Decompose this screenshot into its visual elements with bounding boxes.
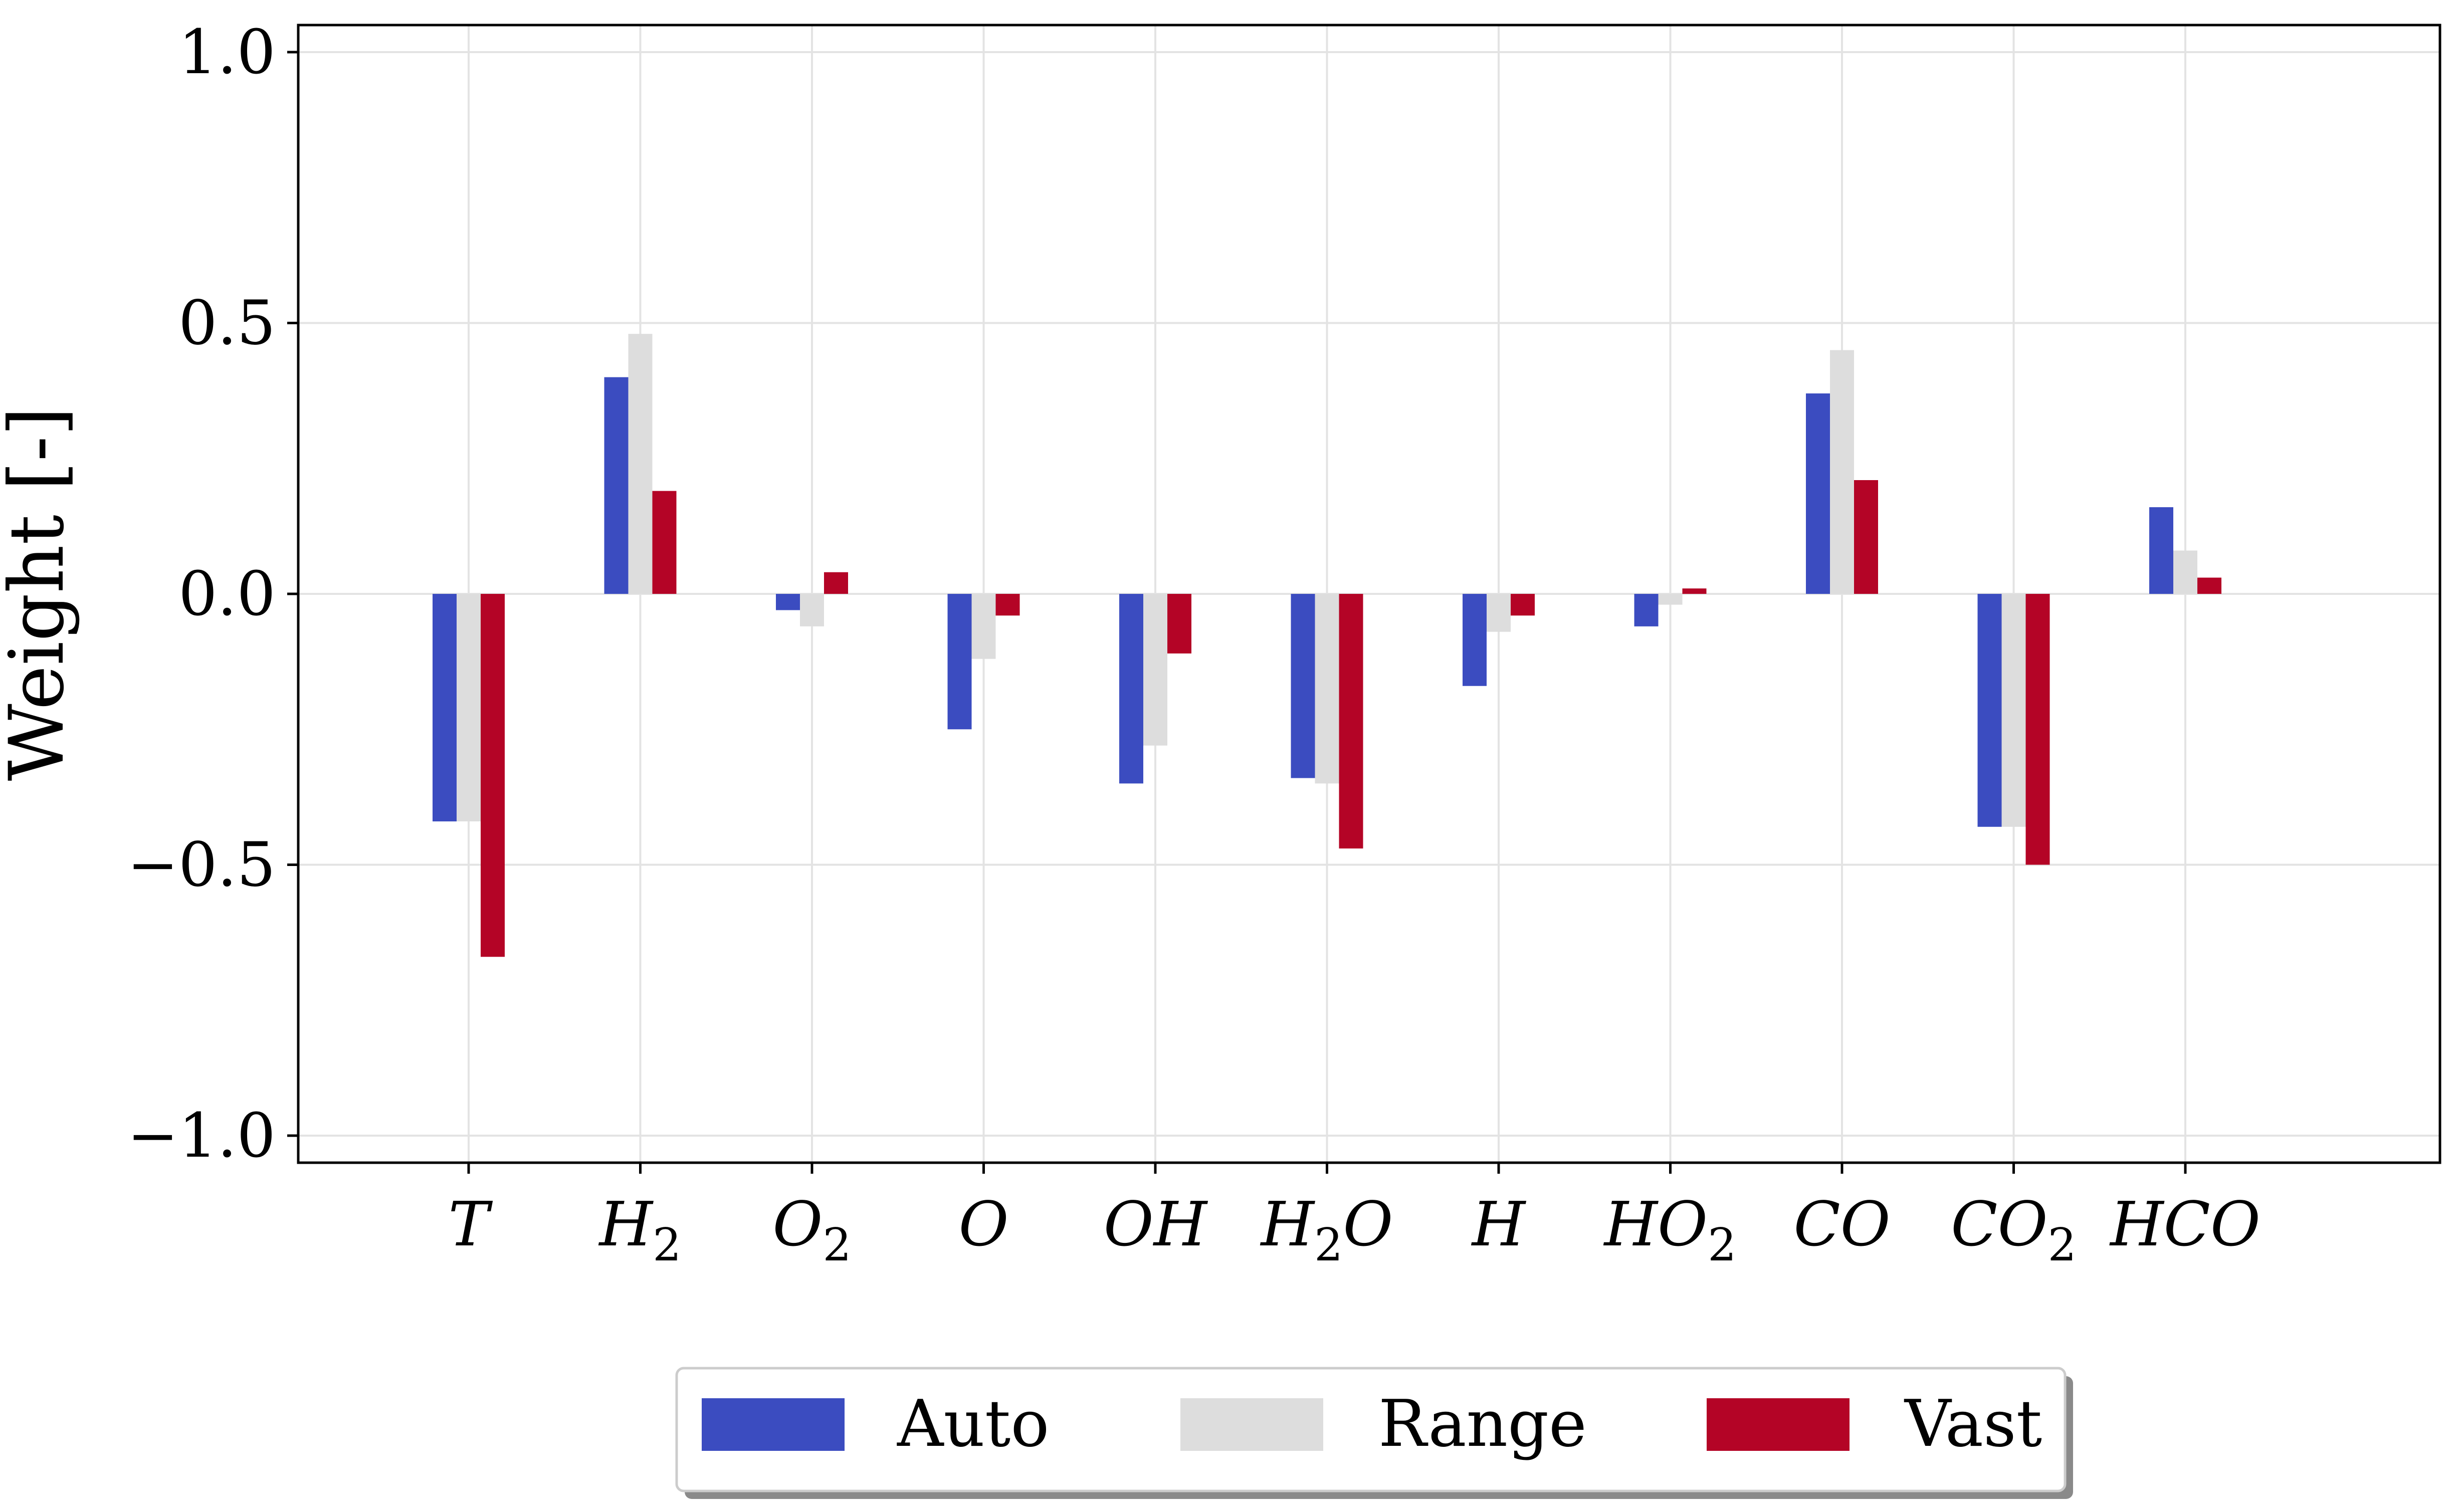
y-tick-label: 1.0 [178, 17, 276, 88]
x-tick-label: H2O [1260, 1189, 1393, 1271]
legend-box [675, 1367, 2067, 1492]
legend-label-range: Range [1378, 1387, 1587, 1461]
bar-auto-3 [947, 594, 972, 730]
x-tick-label: T [448, 1189, 493, 1260]
bar-range-5 [1315, 594, 1339, 784]
bars [433, 334, 2221, 957]
bar-range-9 [2001, 594, 2026, 827]
bar-vast-6 [1511, 594, 1535, 616]
x-tick-label: O [958, 1189, 1008, 1260]
bar-range-10 [2173, 550, 2197, 594]
bar-vast-3 [995, 594, 1020, 616]
bar-vast-7 [1682, 588, 1707, 594]
bar-auto-4 [1119, 594, 1143, 784]
bar-vast-1 [652, 491, 677, 594]
legend-swatch-vast [1707, 1398, 1850, 1451]
bar-vast-9 [2025, 594, 2050, 865]
legend-label-vast: Vast [1904, 1387, 2042, 1461]
bar-range-8 [1830, 350, 1854, 594]
bar-range-4 [1143, 594, 1167, 746]
legend-swatch-auto [702, 1398, 845, 1451]
bar-range-0 [457, 594, 481, 821]
bar-auto-5 [1291, 594, 1315, 778]
y-tick-label: 0.5 [178, 288, 276, 359]
x-tick-label: O2 [772, 1189, 851, 1271]
x-tick-label: CO [1793, 1189, 1890, 1260]
y-axis-title: Weight [-] [0, 407, 81, 781]
legend: Auto Range Vast [675, 1367, 2073, 1499]
bar-vast-10 [2197, 577, 2221, 594]
bar-auto-1 [604, 377, 629, 594]
bar-auto-9 [1977, 594, 2002, 827]
bar-vast-4 [1167, 594, 1191, 654]
bar-auto-6 [1463, 594, 1487, 686]
legend-label-auto: Auto [897, 1387, 1049, 1461]
bar-vast-5 [1339, 594, 1363, 849]
x-tick-label: OH [1104, 1189, 1208, 1260]
x-tick-label: HCO [2109, 1189, 2261, 1260]
y-tick-label: 0.0 [178, 558, 276, 629]
bar-range-2 [800, 594, 824, 626]
x-tick-label: HO2 [1603, 1189, 1737, 1271]
legend-swatch-range [1180, 1398, 1323, 1451]
x-tick-label: H [1471, 1189, 1527, 1260]
x-axis-ticks: T H2 O2 O OH H2O H HO2 CO CO2 HCO [448, 1163, 2261, 1271]
bar-auto-8 [1806, 393, 1830, 594]
bar-auto-10 [2149, 507, 2173, 594]
y-tick-label: −1.0 [127, 1100, 276, 1171]
x-tick-label: CO2 [1951, 1189, 2077, 1271]
bar-vast-2 [824, 572, 848, 594]
bar-vast-8 [1854, 480, 1878, 594]
y-axis-ticks: 1.0 0.5 0.0 −0.5 −1.0 [127, 17, 298, 1171]
bar-range-1 [628, 334, 653, 594]
bar-auto-2 [776, 594, 800, 610]
bar-auto-0 [433, 594, 457, 821]
bar-vast-0 [481, 594, 505, 957]
y-tick-label: −0.5 [127, 829, 276, 900]
bar-range-6 [1487, 594, 1511, 632]
bar-range-3 [971, 594, 996, 659]
bar-auto-7 [1634, 594, 1659, 626]
bar-range-7 [1658, 594, 1683, 605]
x-tick-label: H2 [598, 1189, 682, 1271]
